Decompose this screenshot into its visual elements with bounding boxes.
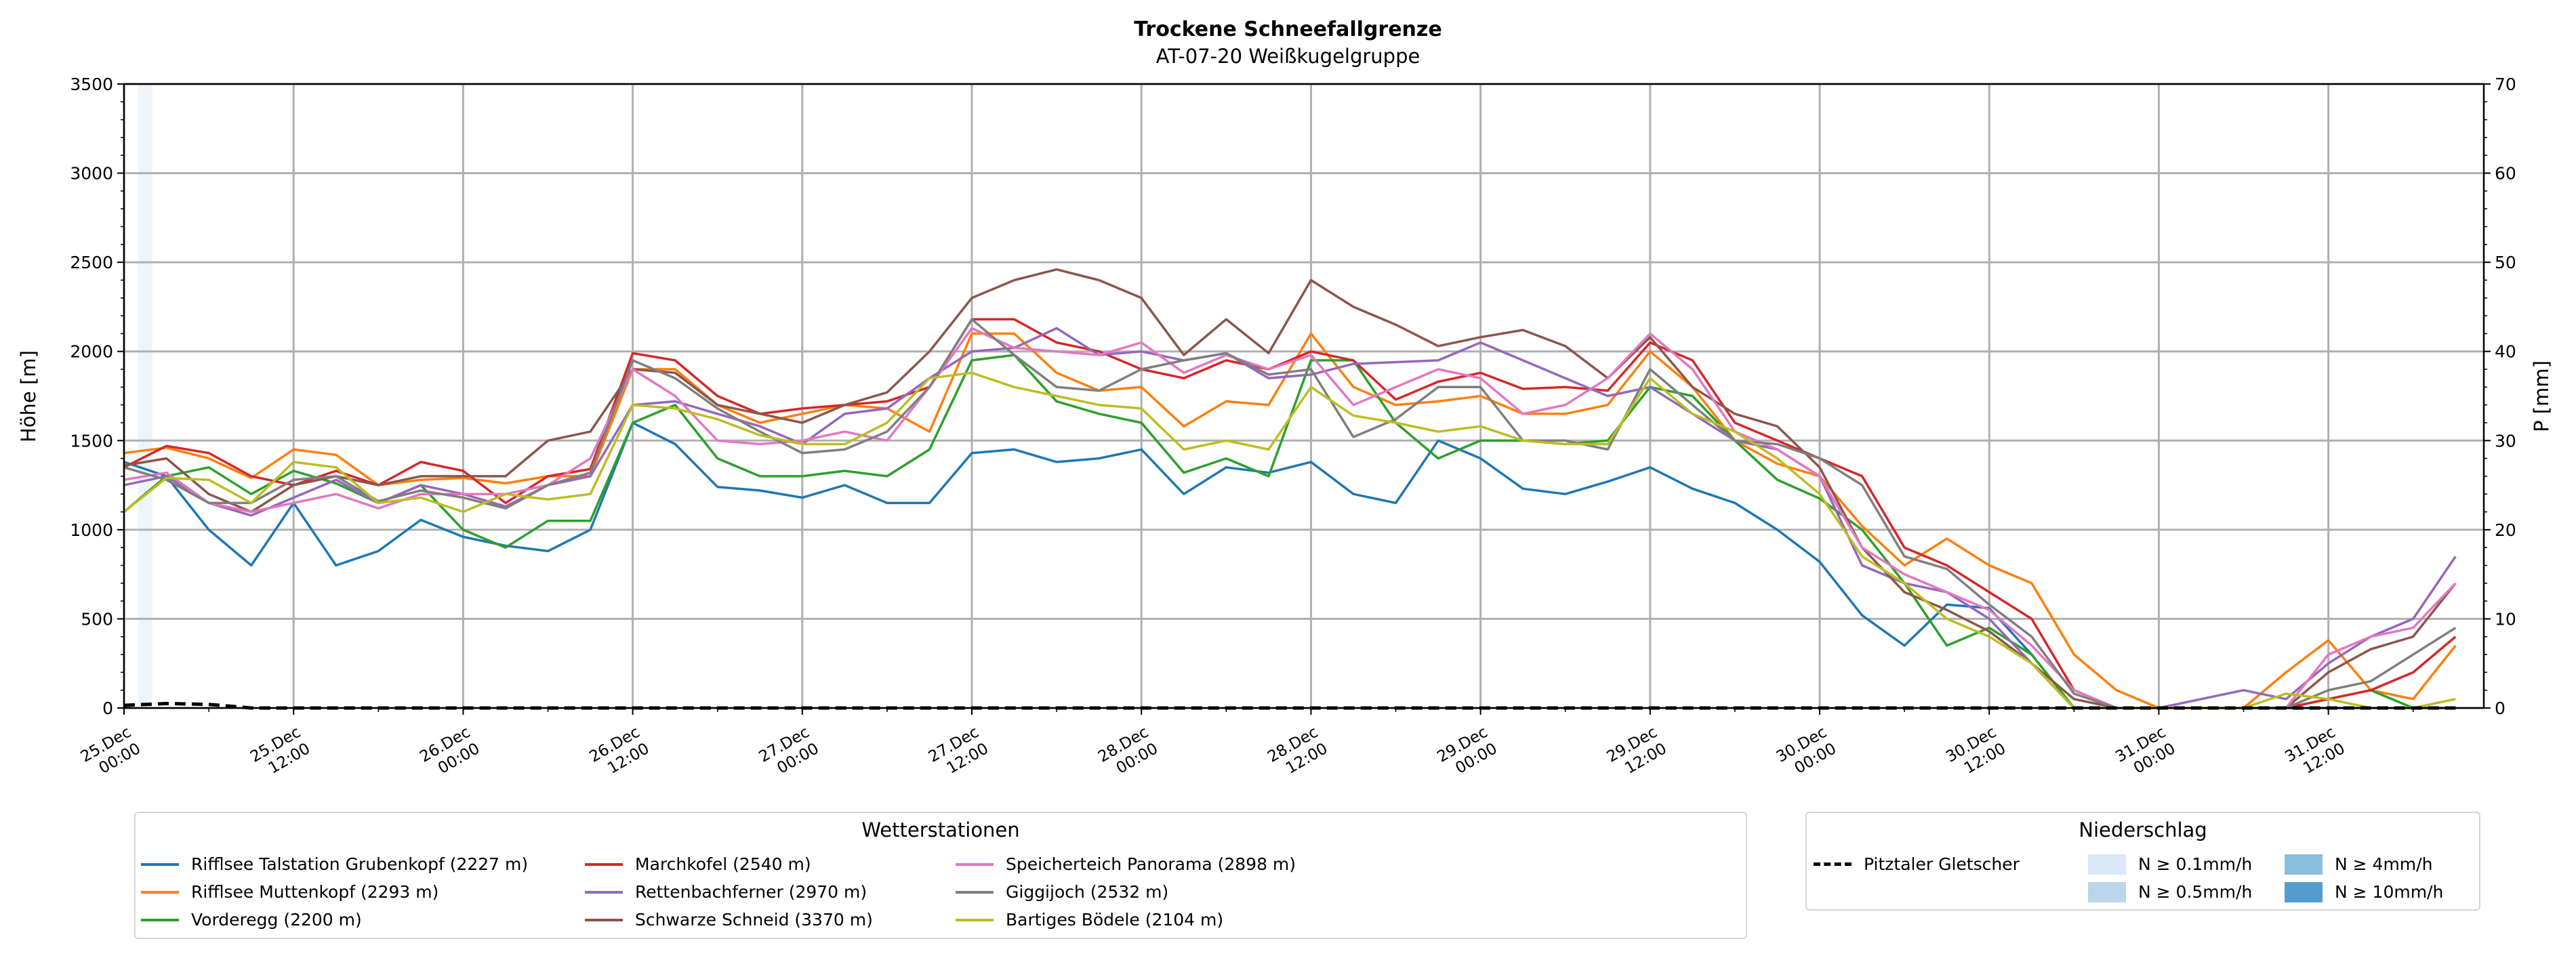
legend-line-swatch (956, 918, 994, 921)
series-line (123, 327, 2457, 709)
legend-line-swatch (141, 918, 179, 921)
legend-label: Speicherteich Panorama (2898 m) (1006, 854, 1296, 874)
legend-box-swatch (2088, 881, 2126, 902)
x-tick-label: 30.Dec12:00 (1943, 724, 2009, 783)
legend-label: Rifflsee Muttenkopf (2293 m) (191, 882, 439, 902)
stations-legend-title: Wetterstationen (861, 818, 1020, 841)
y2-tick-label: 60 (2495, 164, 2516, 184)
legend-label: Schwarze Schneid (3370 m) (635, 910, 873, 930)
legend-label: N ≥ 0.1mm/h (2138, 854, 2253, 874)
series-line (123, 371, 2456, 709)
y2-tick-label: 30 (2495, 431, 2516, 451)
x-tick-label: 26.Dec12:00 (586, 724, 652, 783)
series-line (123, 332, 2457, 709)
y-tick-label: 0 (102, 699, 113, 718)
precip-shade-bar (138, 84, 152, 708)
series-line (123, 318, 2457, 709)
legend-line-swatch (585, 862, 623, 866)
x-tick-label: 26.Dec00:00 (417, 724, 483, 783)
legend-entry: N ≥ 4mm/h (2285, 850, 2468, 878)
legend-entry: N ≥ 0.1mm/h (2088, 850, 2285, 878)
y2-tick-label: 40 (2495, 342, 2516, 362)
legend-label: Rettenbachferner (2970 m) (635, 882, 867, 902)
series-line (123, 421, 2456, 709)
legend-box-swatch (2088, 854, 2126, 875)
legend-label: N ≥ 10mm/h (2335, 882, 2444, 902)
plot-frame (123, 83, 2485, 709)
legend-entry: Rettenbachferner (2970 m) (585, 878, 956, 906)
legend-dash-swatch (1814, 862, 1852, 866)
legend-box-swatch (2285, 854, 2323, 875)
x-tick-label: 28.Dec00:00 (1095, 724, 1161, 783)
legend-label: N ≥ 0.5mm/h (2138, 882, 2253, 902)
legend-line-swatch (585, 918, 623, 921)
legend-entry: N ≥ 0.5mm/h (2088, 878, 2285, 906)
legend-label: Rifflsee Talstation Grubenkopf (2227 m) (191, 854, 529, 874)
y2-tick-label: 10 (2495, 609, 2516, 629)
y-tick-label: 2500 (70, 253, 113, 272)
legend-entry: Speicherteich Panorama (2898 m) (956, 850, 1395, 878)
y2-tick-label: 20 (2495, 520, 2516, 540)
legend-entry: Bartiges Bödele (2104 m) (956, 906, 1395, 934)
precip-legend: Niederschlag Pitztaler Gletscher N ≥ 0.1m… (1805, 812, 2480, 911)
chart-title: Trockene Schneefallgrenze (1134, 18, 1442, 41)
series-line (123, 327, 2457, 709)
series-lines (123, 268, 2457, 710)
chart-subtitle: AT-07-20 Weißkugelgruppe (1156, 45, 1420, 68)
axes: 0 500 1000 1500 2000 2500 3000 3500 0 10 20 30 40 50 6… (70, 75, 2516, 783)
y-tick-label: 500 (81, 609, 113, 629)
legend-entry: Rifflsee Talstation Grubenkopf (2227 m) (141, 850, 585, 878)
series-line (123, 318, 2457, 709)
y-tick-label: 1000 (70, 520, 113, 540)
x-tick-label: 29.Dec12:00 (1604, 724, 1670, 783)
legend-line-swatch (956, 890, 994, 894)
legend-entry: Rifflsee Muttenkopf (2293 m) (141, 878, 585, 906)
legend-entry: Schwarze Schneid (3370 m) (585, 906, 956, 934)
legend-label: Bartiges Bödele (2104 m) (1006, 910, 1224, 930)
legend-box-swatch (2285, 881, 2323, 902)
x-tick-label: 25.Dec00:00 (78, 724, 144, 783)
legend-line-swatch (585, 890, 623, 894)
x-tick-label: 27.Dec00:00 (756, 724, 822, 783)
legend-line-swatch (141, 890, 179, 894)
x-tick-label: 29.Dec00:00 (1434, 724, 1500, 783)
series-line (123, 354, 2456, 709)
legend-label: Giggijoch (2532 m) (1006, 882, 1169, 902)
legend-line-swatch (141, 862, 179, 866)
y2-tick-label: 70 (2495, 75, 2516, 94)
legend-entry: Giggijoch (2532 m) (956, 878, 1395, 906)
precip-legend-title: Niederschlag (2079, 818, 2207, 841)
y-tick-label: 3000 (70, 164, 113, 184)
y2-tick-label: 0 (2495, 699, 2506, 718)
x-tick-label: 31.Dec12:00 (2282, 724, 2348, 783)
precip-shading (138, 84, 152, 708)
y-axis-label: Höhe [m] (17, 350, 40, 442)
x-tick-label: 31.Dec00:00 (2112, 724, 2178, 783)
gridlines (123, 83, 2484, 709)
legend-line-swatch (956, 862, 994, 866)
series-line (123, 268, 2457, 709)
legend-entry: N ≥ 10mm/h (2285, 878, 2468, 906)
y2-axis-label: P [mm] (2530, 360, 2553, 432)
x-tick-label: 28.Dec12:00 (1265, 724, 1330, 783)
y-tick-label: 2000 (70, 342, 113, 362)
y-tick-label: 3500 (70, 75, 113, 94)
y2-tick-label: 50 (2495, 253, 2516, 272)
stations-legend: Wetterstationen Rifflsee Talstation Grub… (134, 812, 1747, 939)
legend-label: Pitztaler Gletscher (1864, 854, 2020, 874)
legend-entry: Pitztaler Gletscher (1814, 850, 2088, 878)
legend-spacer (1814, 878, 2088, 906)
legend-label: N ≥ 4mm/h (2335, 854, 2433, 874)
legend-entry: Vorderegg (2200 m) (141, 906, 585, 934)
x-tick-label: 27.Dec12:00 (926, 724, 991, 783)
legend-label: Vorderegg (2200 m) (191, 910, 362, 930)
x-tick-label: 30.Dec00:00 (1774, 724, 1839, 783)
legend-entry: Marchkofel (2540 m) (585, 850, 956, 878)
legend-label: Marchkofel (2540 m) (635, 854, 811, 874)
x-tick-label: 25.Dec12:00 (247, 724, 313, 783)
y-tick-label: 1500 (70, 431, 113, 451)
